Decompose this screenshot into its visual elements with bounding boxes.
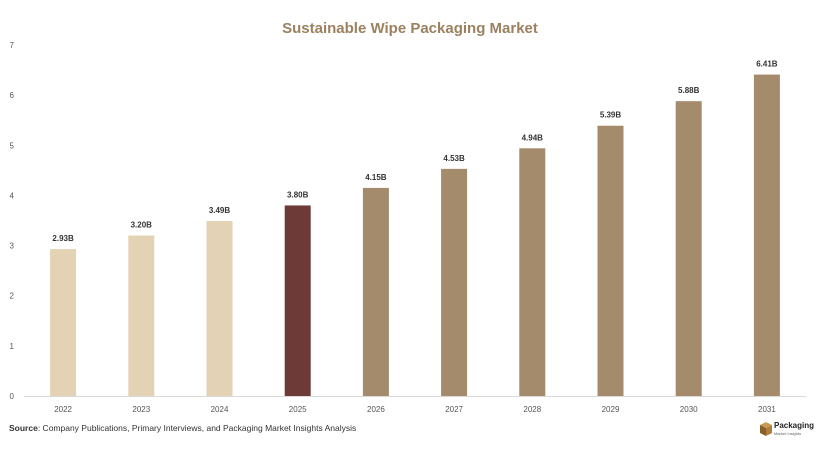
data-label: 3.49B [209,206,231,215]
y-tick-label: 7 [10,41,15,50]
bar-2025 [284,205,311,396]
bar-2028 [519,148,546,396]
logo-subtitle: Market Insights [774,431,802,436]
data-label: 4.53B [443,154,465,163]
bar-2031 [753,74,780,396]
x-tick-label: 2024 [211,405,229,414]
x-tick-label: 2029 [602,405,620,414]
data-label: 5.39B [600,111,622,120]
bar-2023 [128,235,155,396]
bar-2026 [362,187,389,396]
bars [50,74,780,396]
x-tick-label: 2027 [445,405,463,414]
brand-logo: Packaging Market Insights [760,421,816,439]
y-tick-label: 4 [10,191,15,200]
y-tick-label: 2 [10,292,15,301]
data-label: 2.93B [52,234,74,243]
y-axis: 0 1 2 3 4 5 6 7 [10,41,15,401]
x-tick-label: 2023 [132,405,150,414]
x-tick-label: 2031 [758,405,776,414]
bar-2030 [675,101,702,396]
x-tick-label: 2026 [367,405,385,414]
source-label: Source [9,423,38,433]
y-tick-label: 6 [10,91,15,100]
bar-2024 [206,221,233,396]
x-tick-label: 2028 [523,405,541,414]
bar-2027 [441,168,468,396]
x-tick-label: 2030 [680,405,698,414]
data-label: 6.41B [756,60,778,69]
y-tick-label: 0 [10,392,15,401]
y-tick-label: 5 [10,141,15,150]
source-note: Source: Company Publications, Primary In… [9,423,356,433]
y-tick-label: 1 [10,342,15,351]
bar-2029 [597,125,624,396]
source-text: : Company Publications, Primary Intervie… [37,423,357,433]
data-label: 4.15B [365,173,387,182]
y-tick-label: 3 [10,242,15,251]
bar-2022 [50,249,77,396]
chart-title: Sustainable Wipe Packaging Market [282,20,538,37]
x-tick-label: 2022 [54,405,72,414]
data-label: 3.20B [131,221,153,230]
package-box-icon [760,422,772,436]
x-axis: 2022 2023 2024 2025 2026 2027 2028 2029 2030 2031 [54,405,776,414]
x-tick-label: 2025 [289,405,307,414]
data-label: 5.88B [678,86,700,95]
logo-name: Packaging [774,421,815,430]
data-label: 4.94B [522,133,544,142]
data-label: 3.80B [287,190,309,199]
data-labels: 2.93B 3.20B 3.49B 3.80B 4.15B 4.53B 4.94B 5.39B… [52,60,777,243]
